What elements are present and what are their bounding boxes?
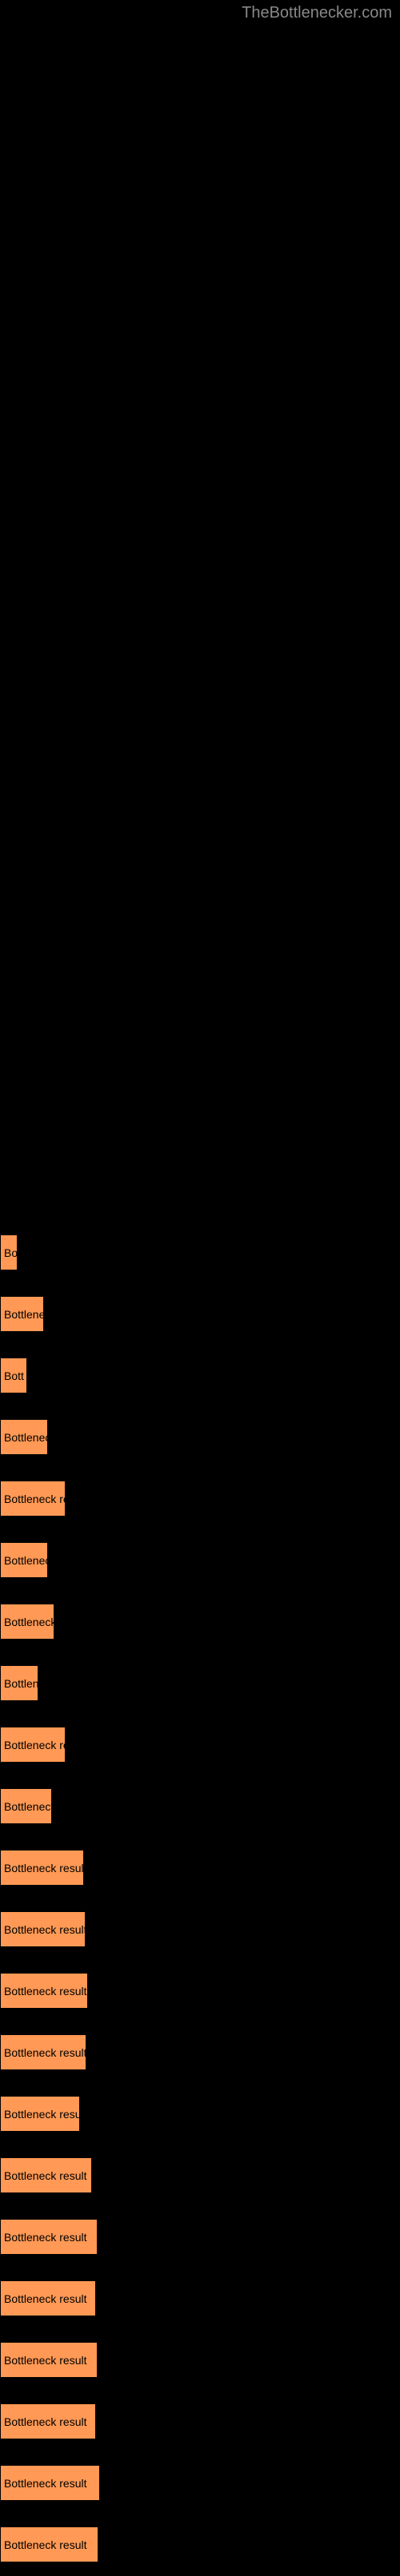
bar-row: Bottleneck result [0,2453,400,2514]
bar-row: Bottleneck result [0,2145,400,2207]
bar-label: Bo [4,1246,17,1259]
bar-row: Bottleneck result [0,2268,400,2330]
chart-bar: Bottleneck result [0,2465,100,2501]
bar-row: Bo [0,1222,400,1284]
bar-row: Bott [0,1346,400,1407]
bar-label: Bottleneck resu [4,2108,79,2121]
bar-row: Bottlen [0,1653,400,1715]
chart-bar: Bottleneck result [0,1911,86,1947]
bar-row: Bottleneck result [0,1838,400,1899]
bar-label: Bottleneck result [4,2292,87,2305]
chart-bar: Bottleneck result [0,2280,96,2316]
bar-label: Bottleneck result [4,2354,87,2367]
bar-label: Bottleneck result [4,1862,83,1874]
bar-row: Bottleneck resu [0,2084,400,2145]
chart-bar: Bottleneck result [0,2219,98,2255]
chart-bar: Bottlen [0,1665,38,1701]
bar-label: Bottleneck result [4,2538,87,2551]
chart-bar: Bo [0,1234,18,1270]
bar-row: Bottleneck result [0,2330,400,2391]
chart-bar: Bottleneck re [0,1481,66,1517]
chart-bar: Bottleneck result [0,1850,84,1886]
bar-label: Bottleneck result [4,1923,85,1936]
chart-bar: Bottleneck re [0,1727,66,1763]
bar-label: Bottleneck result [4,2415,87,2428]
chart-bar: Bottleneck resu [0,2096,80,2132]
bar-label: Bottlen [4,1677,38,1690]
bar-label: Bottlenec [4,1431,47,1444]
chart-bar: Bottlenect [0,1788,52,1824]
bar-label: Bottleneck [4,1616,54,1628]
chart-bar: Bottlene [0,1296,44,1332]
chart-bar: Bottleneck result [0,2403,96,2439]
bar-row: Bottleneck re [0,1715,400,1776]
chart-bar: Bottleneck result [0,2526,98,2562]
bar-label: Bottlene [4,1308,43,1321]
bar-label: Bottlenect [4,1800,51,1813]
bar-label: Bott [4,1369,24,1382]
chart-bar: Bottleneck result [0,1973,88,2009]
chart-bar: Bottleneck result [0,2342,98,2378]
bar-row: Bottlene [0,1284,400,1346]
bar-row: Bottleneck result [0,1899,400,1961]
chart-bar: Bottleneck result [0,2157,92,2193]
bar-label: Bottleneck result [4,2477,87,2490]
chart-bar: Bottlenec [0,1419,48,1455]
bar-label: Bottleneck result [4,2169,87,2182]
bar-row: Bottleneck result [0,2207,400,2268]
bar-label: Bottleneck re [4,1739,65,1751]
bar-label: Bottleneck re [4,1493,65,1505]
bar-row: Bottleneck result [0,2022,400,2084]
bar-chart: Bo Bottlene Bott Bottlenec Bottleneck re Bott… [0,1222,400,2576]
bar-row: Bottleneck re [0,1469,400,1530]
bar-row: Bottleneck result [0,2391,400,2453]
chart-bar: Bott [0,1358,27,1393]
bar-row: Bottleneck result [0,2514,400,2576]
watermark-text: TheBottlenecker.com [242,4,392,22]
bar-label: Bottleneck result [4,2231,87,2244]
bar-row: Bottleneck [0,1592,400,1653]
bar-row: Bottlenec [0,1407,400,1469]
bar-row: Bottlenect [0,1776,400,1838]
chart-bar: Bottleneck [0,1604,54,1640]
chart-bar: Bottleneck result [0,2034,86,2070]
bar-row: Bottlenec [0,1530,400,1592]
bar-row: Bottleneck result [0,1961,400,2022]
chart-bar: Bottlenec [0,1542,48,1578]
bar-label: Bottleneck result [4,2046,86,2059]
bar-label: Bottlenec [4,1554,47,1567]
bar-label: Bottleneck result [4,1985,87,1998]
